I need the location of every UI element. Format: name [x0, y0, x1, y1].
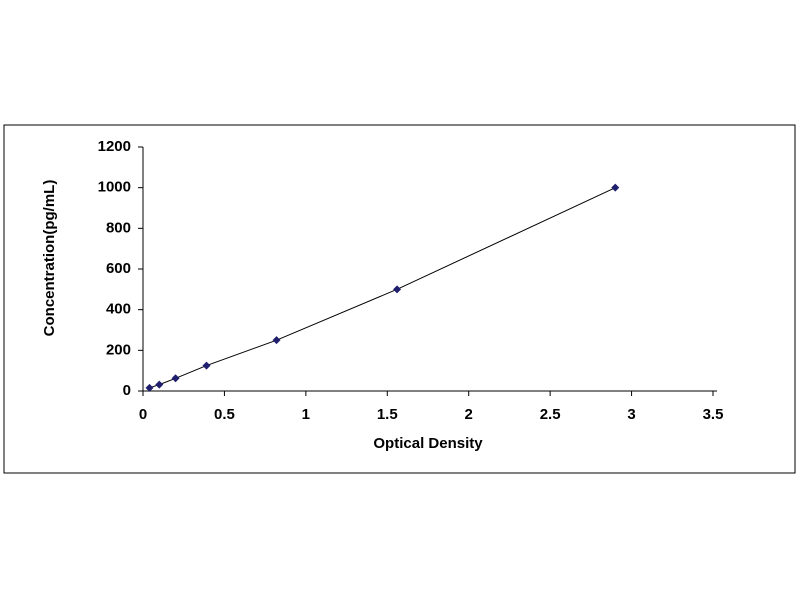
data-point — [202, 361, 211, 370]
y-tick-label: 200 — [106, 341, 131, 358]
y-tick-label: 0 — [123, 382, 131, 399]
x-tick-label: 2 — [465, 406, 473, 423]
x-axis-label: Optical Density — [373, 435, 483, 452]
y-tick-label: 800 — [106, 219, 131, 236]
y-tick-label: 1200 — [98, 138, 131, 155]
data-point — [171, 374, 180, 383]
x-tick-label: 2.5 — [540, 406, 561, 423]
x-tick-label: 3 — [627, 406, 635, 423]
data-point — [145, 383, 154, 392]
y-axis-label: Concentration(pg/mL) — [41, 180, 58, 337]
x-tick-label: 0 — [139, 406, 147, 423]
data-point — [272, 336, 281, 345]
x-tick-label: 0.5 — [214, 406, 235, 423]
y-tick-label: 1000 — [98, 179, 131, 196]
x-tick-label: 1 — [302, 406, 310, 423]
data-point — [611, 183, 620, 192]
y-tick-label: 600 — [106, 260, 131, 277]
chart-frame — [3, 124, 796, 474]
y-tick-label: 400 — [106, 301, 131, 318]
data-point — [155, 380, 164, 389]
x-tick-label: 3.5 — [703, 406, 724, 423]
data-point — [393, 285, 402, 294]
x-tick-label: 1.5 — [377, 406, 398, 423]
